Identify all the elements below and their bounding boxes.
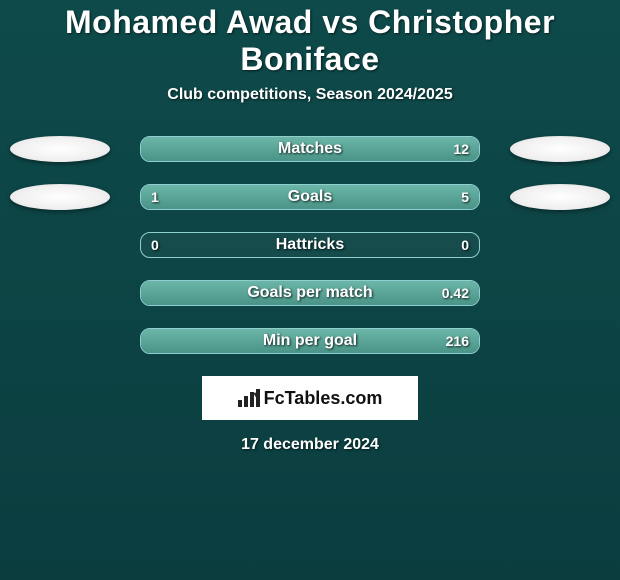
- player-ellipse-right: [510, 184, 610, 210]
- player-ellipse-right: [510, 136, 610, 162]
- stat-value-right: 5: [451, 185, 479, 209]
- stat-rows: Matches12 Goals1 5 Hattricks0 0 Goals per mat…: [0, 136, 620, 354]
- stat-label: Matches: [141, 137, 479, 161]
- page-title: Mohamed Awad vs Christopher Boniface: [0, 4, 620, 78]
- stat-bar: Matches12: [140, 136, 480, 162]
- stat-label: Min per goal: [141, 329, 479, 353]
- stat-row: Goals per match0.42: [0, 280, 620, 306]
- stat-label: Goals: [141, 185, 479, 209]
- logo-box[interactable]: FcTables.com: [202, 376, 418, 420]
- stat-label: Hattricks: [141, 233, 479, 257]
- bar-chart-icon: [238, 389, 260, 407]
- stat-value-right: 216: [436, 329, 479, 353]
- comparison-infographic: Mohamed Awad vs Christopher Boniface Clu…: [0, 0, 620, 580]
- stat-row: Matches12: [0, 136, 620, 162]
- stat-value-right: 0: [451, 233, 479, 257]
- stat-label: Goals per match: [141, 281, 479, 305]
- player-ellipse-left: [10, 136, 110, 162]
- stat-bar: Hattricks0 0: [140, 232, 480, 258]
- player-ellipse-left: [10, 184, 110, 210]
- stat-row: Min per goal216: [0, 328, 620, 354]
- stat-bar: Goals per match0.42: [140, 280, 480, 306]
- stat-row: Hattricks0 0: [0, 232, 620, 258]
- logo-text: FcTables.com: [264, 388, 383, 409]
- stat-value-right: 0.42: [432, 281, 479, 305]
- subtitle: Club competitions, Season 2024/2025: [0, 86, 620, 104]
- stat-bar: Goals1 5: [140, 184, 480, 210]
- stat-value-left: 1: [141, 185, 169, 209]
- stat-value-left: 0: [141, 233, 169, 257]
- date-label: 17 december 2024: [0, 436, 620, 454]
- stat-row: Goals1 5: [0, 184, 620, 210]
- stat-bar: Min per goal216: [140, 328, 480, 354]
- stat-value-right: 12: [443, 137, 479, 161]
